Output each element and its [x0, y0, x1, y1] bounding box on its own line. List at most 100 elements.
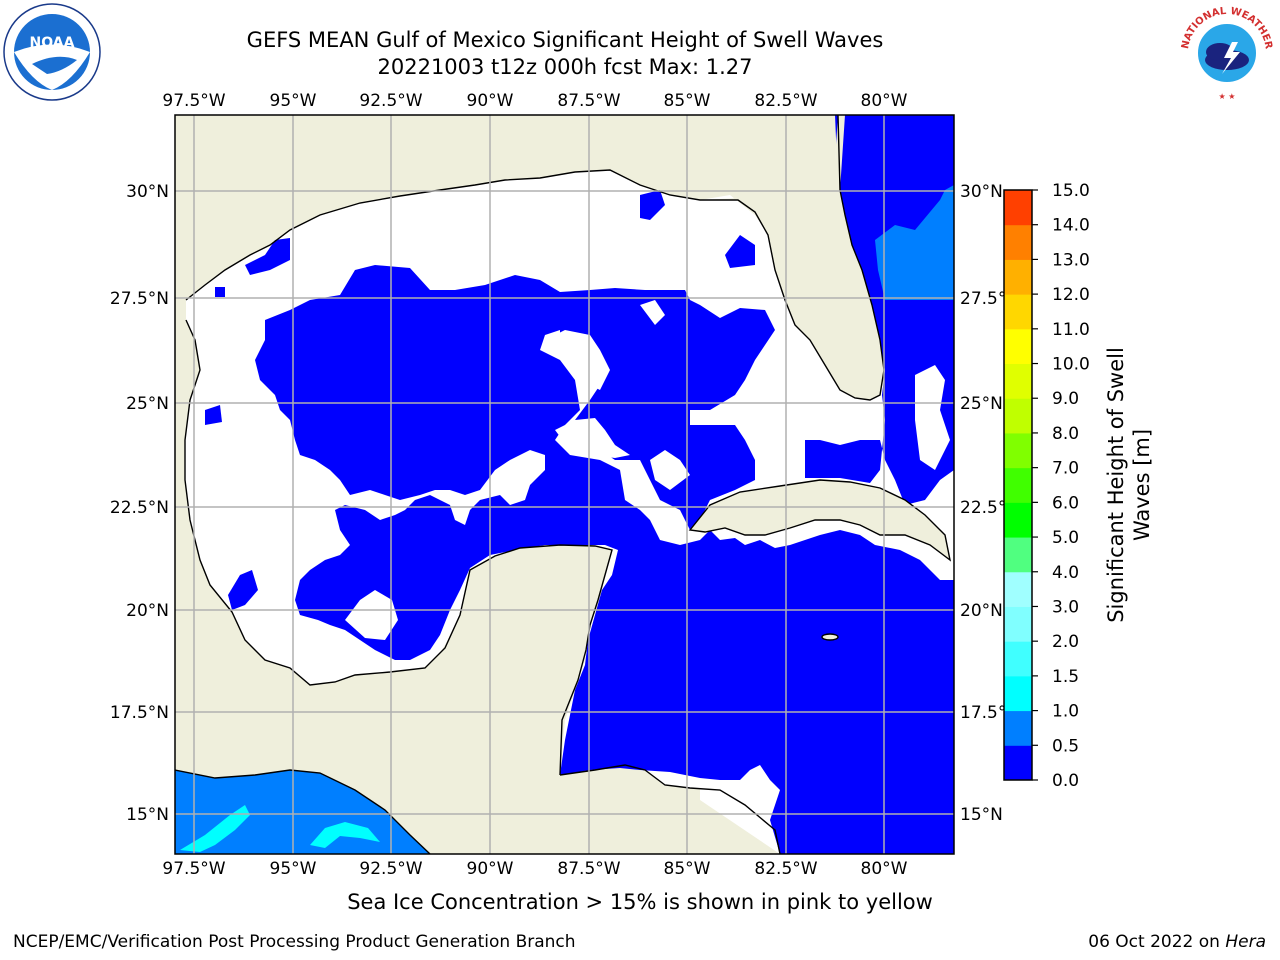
swell-field-gulf: [255, 265, 954, 854]
lat-label: 20°N: [960, 601, 1003, 621]
colorbar-segment: [1004, 294, 1032, 330]
lat-labels-left: 30°N 27.5°N 25°N 22.5°N 20°N 17.5°N 15°N: [110, 182, 169, 825]
lon-label: 95°W: [270, 91, 317, 111]
colorbar-tick-label: 14.0: [1052, 216, 1090, 236]
swell-patch-1: [245, 238, 290, 275]
colorbar-tick-label: 15.0: [1052, 181, 1090, 201]
colorbar-tick-label: 11.0: [1052, 320, 1090, 340]
footer-date: 06 Oct 2022 on Hera: [1088, 932, 1266, 952]
atlantic-gap: [915, 365, 950, 470]
lat-label: 30°N: [126, 182, 169, 202]
lon-label: 87.5°W: [557, 859, 620, 879]
lat-label: 20°N: [126, 601, 169, 621]
colorbar-segment: [1004, 745, 1032, 781]
yucatan-peninsula: [300, 545, 612, 790]
lat-label: 15°N: [960, 805, 1003, 825]
footer-date-text: 06 Oct 2022 on: [1088, 932, 1226, 952]
colorbar-segment: [1004, 467, 1032, 503]
nws-logo: NATIONAL WEATHER SERVICE ★ ★: [1176, 2, 1276, 102]
colorbar-tick-label: 8.0: [1052, 424, 1079, 444]
swell-patch-3: [725, 235, 755, 268]
swell-gap-4: [640, 300, 665, 325]
swell-patch-5: [228, 570, 258, 610]
colorbar-segment: [1004, 363, 1032, 399]
colorbar-segment: [1004, 328, 1032, 365]
lon-label: 97.5°W: [162, 91, 225, 111]
colorbar-label-line1: Significant Height of Swell: [1104, 347, 1128, 623]
colorbar-tick-label: 13.0: [1052, 250, 1090, 270]
noaa-logo: NOAA: [3, 3, 101, 101]
swell-gap-5: [345, 590, 398, 640]
lon-label: 90°W: [467, 859, 514, 879]
pacific-swell-cyan-2: [310, 822, 380, 848]
colorbar-segment: [1004, 675, 1032, 712]
swell-patch-2: [640, 190, 665, 220]
lon-label: 85°W: [664, 91, 711, 111]
lon-label: 90°W: [467, 91, 514, 111]
lon-label: 92.5°W: [359, 91, 422, 111]
swell-patch-4: [205, 405, 222, 425]
lon-label: 82.5°W: [754, 91, 817, 111]
colorbar-segment: [1004, 571, 1032, 607]
noaa-logo-text: NOAA: [30, 35, 75, 51]
colorbar-segment: [1004, 537, 1032, 573]
colorbar-tick-label: 6.0: [1052, 493, 1079, 513]
chart-title: GEFS MEAN Gulf of Mexico Significant Hei…: [246, 28, 884, 52]
colorbar-ticks: 0.0 0.5 1.0 1.5 2.0 3.0 4.0 5.0 6.0 7.0 8.0 9.0 10.0…: [1032, 181, 1090, 791]
lon-label: 97.5°W: [162, 859, 225, 879]
colorbar-segment: [1004, 224, 1032, 260]
lat-label: 22.5°N: [110, 498, 169, 518]
lon-labels-bottom: 97.5°W 95°W 92.5°W 90°W 87.5°W 85°W 82.5…: [162, 859, 907, 879]
lat-label: 30°N: [960, 182, 1003, 202]
colorbar-segment: [1004, 502, 1032, 538]
jamaica: [822, 634, 838, 640]
colorbar-tick-label: 2.0: [1052, 632, 1079, 652]
lon-label: 80°W: [861, 859, 908, 879]
atlantic-swell-mid: [875, 185, 954, 300]
colorbar-tick-label: 12.0: [1052, 285, 1090, 305]
colorbar-tick-label: 10.0: [1052, 355, 1090, 375]
lat-label: 15°N: [126, 805, 169, 825]
lat-label: 25°N: [126, 394, 169, 414]
coastlines: [175, 115, 952, 854]
colorbar-tick-label: 0.5: [1052, 736, 1079, 756]
swell-gap-1: [555, 418, 630, 458]
lat-label: 17.5°N: [110, 703, 169, 723]
colorbar-tick-label: 0.0: [1052, 771, 1079, 791]
chart-subtitle-run: 20221003 t12z 000h fcst Max: 1.27: [377, 55, 753, 79]
lat-label: 27.5°N: [110, 289, 169, 309]
colorbar-frame: [1003, 189, 1033, 781]
swell-gap-2: [545, 330, 610, 390]
colorbar-segment: [1004, 606, 1032, 642]
swell-gap-3: [650, 450, 690, 490]
map-frame: [174, 114, 955, 855]
lon-label: 87.5°W: [557, 91, 620, 111]
footer-branch: NCEP/EMC/Verification Post Processing Pr…: [13, 932, 576, 952]
colorbar-segment: [1004, 710, 1032, 746]
svg-text:★ ★: ★ ★: [1219, 92, 1236, 101]
colorbar-tick-label: 3.0: [1052, 597, 1079, 617]
sea-ice-note: Sea Ice Concentration > 15% is shown in …: [347, 890, 933, 914]
colorbar-tick-label: 9.0: [1052, 389, 1079, 409]
colorbar-segment: [1004, 398, 1032, 434]
colorbar: [1003, 189, 1033, 781]
lon-label: 85°W: [664, 859, 711, 879]
colorbar-tick-label: 7.0: [1052, 459, 1079, 479]
colorbar-segment: [1004, 190, 1032, 226]
pacific-swell-cyan-1: [180, 805, 250, 852]
colorbar-segment: [1004, 641, 1032, 677]
colorbar-label-line2: Waves [m]: [1130, 429, 1154, 541]
colorbar-tick-label: 5.0: [1052, 528, 1079, 548]
lon-labels-top: 97.5°W 95°W 92.5°W 90°W 87.5°W 85°W 82.5…: [162, 91, 907, 111]
colorbar-segment: [1004, 432, 1032, 469]
graticule: [175, 115, 954, 854]
swell-patch-6: [215, 287, 225, 297]
lat-label: 25°N: [960, 394, 1003, 414]
colorbar-segment: [1004, 259, 1032, 295]
florida-peninsula: [700, 115, 884, 400]
lon-label: 92.5°W: [359, 859, 422, 879]
colorbar-tick-label: 1.0: [1052, 702, 1079, 722]
lon-label: 80°W: [861, 91, 908, 111]
footer-host: Hera: [1225, 932, 1266, 952]
